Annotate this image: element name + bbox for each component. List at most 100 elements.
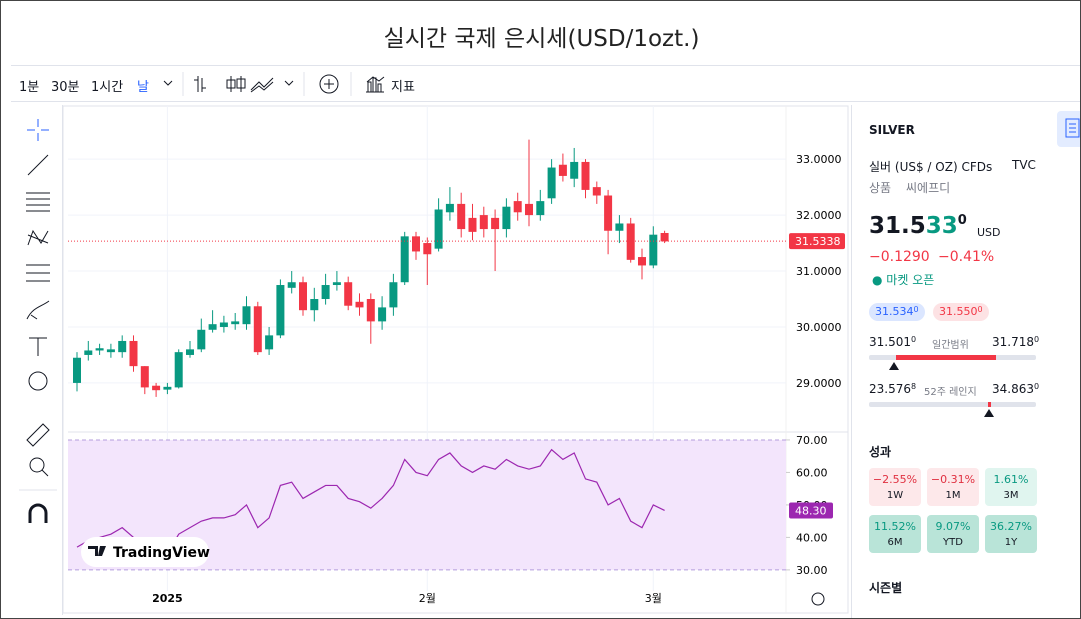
candle-body [626,223,635,260]
interval-button[interactable]: 30분 [51,80,80,95]
rsi-tick-label: 30.00 [796,564,828,577]
performance-period: 6M [887,537,903,548]
projection-tool[interactable] [26,264,50,282]
magnet-tool[interactable] [28,503,48,523]
y-tick-label: 33.0000 [796,153,842,166]
ask: 31.5500 [933,303,989,321]
bid: 31.5340 [869,303,925,321]
rsi-tick-label: 40.00 [796,531,828,544]
symbol-panel: SILVER 실버 (US$ / OZ) CFDs TVC 상품 씨에프디 31… [851,105,1051,618]
day-high-main: 31.718 [992,335,1034,349]
candle-body [445,203,454,213]
day-range-marker [889,362,899,370]
candle-body [95,348,104,351]
logo-bg [81,537,209,567]
compare-plus [324,79,334,89]
year-range-bar [869,402,1036,407]
day-low: 31.5010 [869,335,916,349]
status-text: 마켓 오픈 [886,273,935,287]
candle-body [581,161,590,190]
performance-tile: 9.07% YTD [927,515,979,553]
bid-main: 31.534 [875,305,914,318]
year-low: 23.5768 [869,382,916,396]
interval-button[interactable]: 1분 [19,80,40,95]
indicators-icon[interactable] [366,76,385,93]
x-tick-label: 3월 [645,592,662,605]
performance-title: 성과 [869,445,892,459]
year-high: 34.8630 [992,382,1039,396]
compare-icon[interactable] [319,74,339,94]
fib-tool[interactable] [26,192,50,212]
year-high-sup: 0 [1034,382,1040,391]
rsi-tick-label: 70.00 [796,434,828,447]
performance-period: YTD [943,537,963,548]
candle-body [412,236,420,252]
ask-sup: 0 [977,305,983,314]
dropdown[interactable] [284,80,294,86]
candle-body [615,223,624,231]
kind: 상품 [869,181,892,195]
candle-body [513,201,522,213]
candle-body [570,161,579,179]
day-low-sup: 0 [911,335,917,344]
day-range-label: 일간범위 [932,340,969,351]
day-low-main: 31.501 [869,335,911,349]
candle-body [468,217,477,232]
performance-value: 1.61% [993,473,1029,486]
day-range-fill [896,355,996,360]
settings-icon[interactable] [811,592,825,606]
performance-value: −2.55% [872,473,918,486]
performance-value: 9.07% [935,520,971,533]
candle-body [400,236,409,283]
year-low-sup: 8 [911,382,917,391]
year-range-label: 52주 레인지 [924,387,977,398]
year-range-marker [984,409,994,417]
text-tool[interactable] [29,337,47,356]
interval-button[interactable]: 1시간 [91,80,124,95]
candle-body [660,232,669,242]
candle-body [84,350,93,355]
candle-body [355,301,364,308]
emoji-tool[interactable] [28,371,48,391]
candle-body [366,299,375,322]
candle-body [423,243,432,255]
currency: USD [977,226,1001,239]
area-icon[interactable] [250,77,274,93]
performance-period: 1Y [1004,537,1018,548]
crosshair-tool[interactable] [27,119,49,141]
day-high-sup: 0 [1034,335,1040,344]
brush-tool[interactable] [26,300,50,320]
candle-body [310,299,319,311]
bars-icon[interactable] [194,76,206,92]
pattern-tool[interactable] [27,229,49,246]
candle-body [332,282,341,286]
symbol-description: 실버 (US$ / OZ) CFDs [869,160,993,174]
zoom-handle [41,469,49,477]
candle-body [208,324,217,330]
candle-body [163,386,172,390]
ruler-tool[interactable] [26,423,50,447]
candles-icon[interactable] [226,76,246,92]
candle-body [638,257,646,266]
candle-body [299,282,307,311]
zoom-tool[interactable] [29,457,45,473]
line-tool[interactable] [27,154,49,176]
candle-body [242,306,251,325]
price: 31.5330 [869,213,967,239]
logo-mark [88,546,106,556]
candle-body [265,335,274,350]
performance-value: 11.52% [874,520,916,533]
indicators-button[interactable]: 지표 [391,80,415,95]
dropdown[interactable] [163,80,173,86]
toolbar: 1분 30분 1시간 날 지표 [11,65,1080,102]
candle-body [344,282,353,306]
side-tab[interactable] [1057,111,1081,147]
interval-button[interactable]: 날 [137,80,149,95]
candle-body [197,329,206,350]
performance-period: 1W [886,490,904,501]
price-sup: 0 [957,213,967,228]
candle-body [457,203,466,230]
day-range-bar [869,355,1036,360]
performance-tile: 11.52% 6M [869,515,921,553]
rsi-last-label: 48.30 [795,504,827,517]
